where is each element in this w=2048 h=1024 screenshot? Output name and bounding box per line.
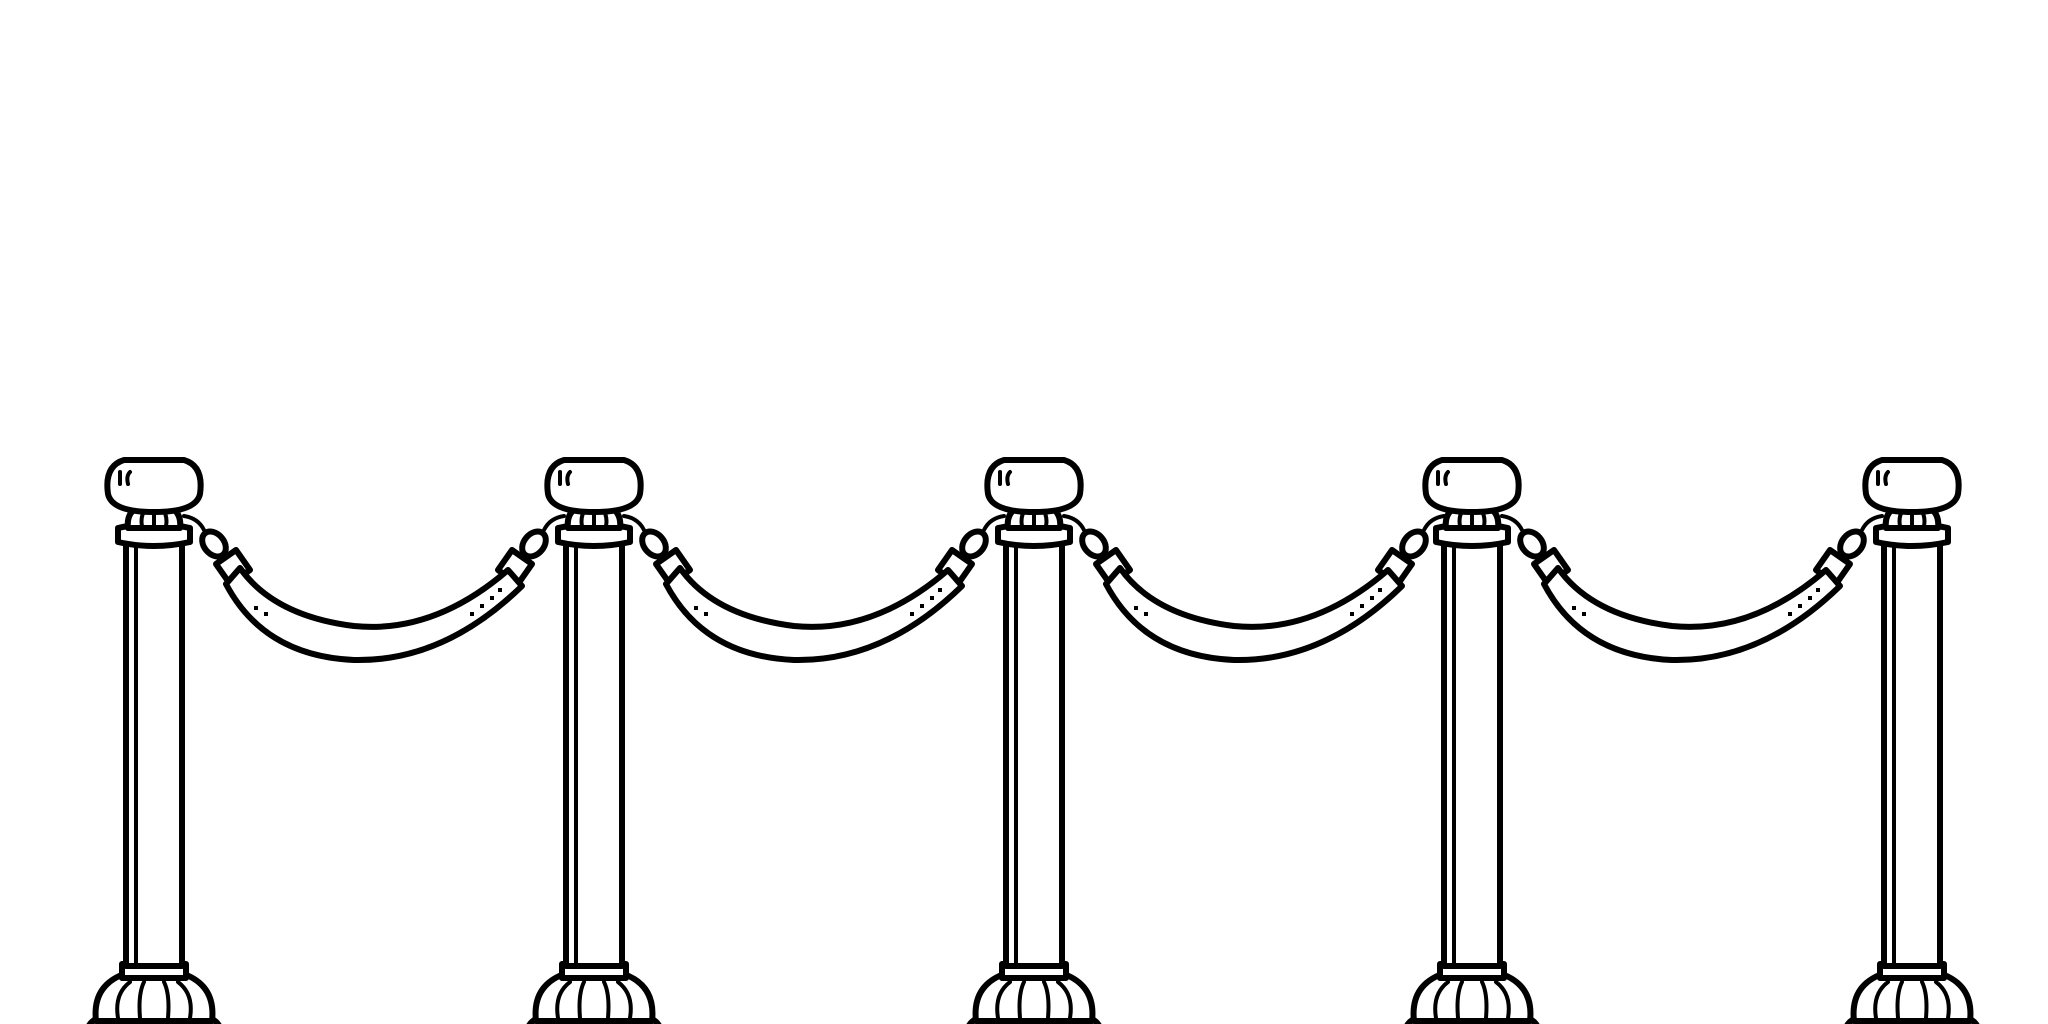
rope-4 (1502, 516, 1882, 660)
rope-3 (1064, 516, 1444, 660)
rope-1 (184, 516, 564, 660)
rope-2 (624, 516, 1004, 660)
